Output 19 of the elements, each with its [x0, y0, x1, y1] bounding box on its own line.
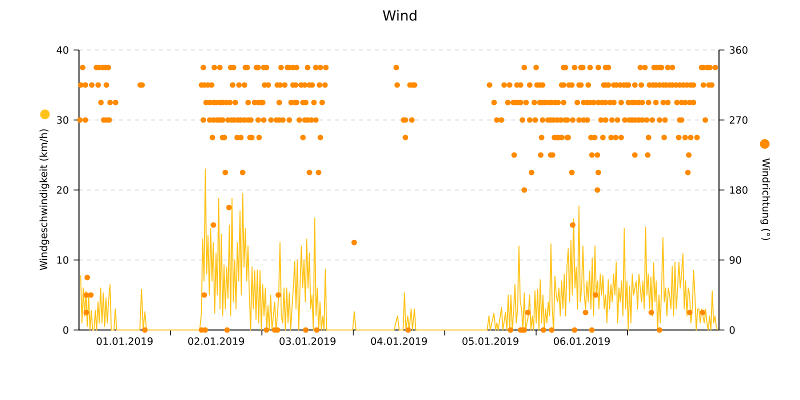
y2-tick-label: 90 — [730, 256, 742, 264]
y-tick-label: 40 — [56, 46, 68, 54]
x-tick-label: 01.01.2019 — [96, 337, 153, 345]
chart-title: Wind — [382, 10, 416, 21]
x-tick-label: 06.01.2019 — [554, 337, 610, 345]
y2-tick-label: 0 — [730, 326, 735, 334]
x-tick-label: 04.01.2019 — [371, 337, 427, 345]
y2-tick-label: 270 — [730, 116, 748, 124]
y-tick-label: 0 — [63, 326, 68, 334]
y2-tick-label: 180 — [730, 186, 748, 194]
x-tick-label: 03.01.2019 — [280, 337, 336, 345]
x-tick-label: 02.01.2019 — [188, 337, 244, 345]
x-tick-label: 05.01.2019 — [462, 337, 518, 345]
y-tick-label: 30 — [56, 116, 68, 124]
y-tick-label: 20 — [56, 186, 68, 194]
y2-tick-label: 360 — [730, 46, 748, 54]
y-axis-title: Windgeschwindigkeit (km/h) — [40, 129, 50, 270]
y-tick-label: 10 — [57, 256, 68, 264]
y2-axis-title: Windrichtung (°) — [760, 158, 770, 240]
